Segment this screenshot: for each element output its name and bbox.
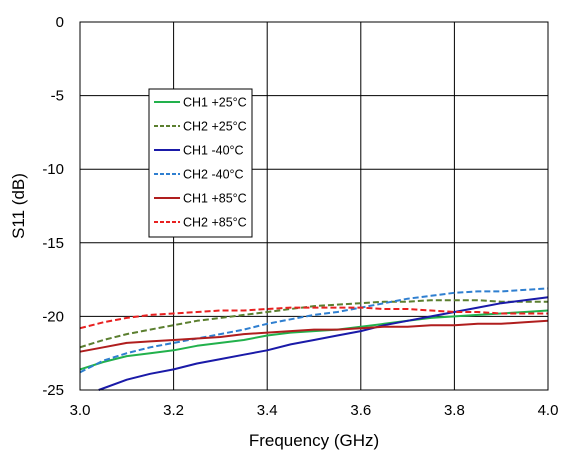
x-tick-label: 3.2 (163, 402, 184, 419)
series-line-1 (79, 299, 548, 349)
y-tick-labels: 0 -5 -10 -15 -20 -25 (42, 14, 64, 399)
legend-label-4: CH1 +85°C (183, 192, 247, 206)
series-line-5 (79, 306, 548, 330)
legend-box (148, 88, 253, 238)
series-line-2 (98, 296, 549, 391)
plot-border (79, 21, 549, 391)
x-axis-title: Frequency (GHz) (249, 431, 379, 450)
y-tick-label: -5 (51, 88, 64, 105)
series-group (79, 287, 549, 391)
legend-label-0: CH1 +25°C (183, 96, 247, 110)
x-tick-label: 3.8 (444, 402, 465, 419)
legend: CH1 +25°C CH2 +25°C CH1 -40°C CH2 -40°C CH1 … (148, 88, 253, 238)
legend-label-1: CH2 +25°C (183, 120, 247, 134)
legend-label-2: CH1 -40°C (183, 144, 244, 158)
y-tick-label: -15 (42, 235, 64, 252)
y-tick-label: -20 (42, 308, 64, 325)
y-axis-title: S11 (dB) (9, 173, 28, 239)
x-tick-label: 4.0 (538, 402, 559, 419)
x-tick-labels: 3.0 3.2 3.4 3.6 3.8 4.0 (70, 402, 559, 419)
y-tick-label: -10 (42, 161, 64, 178)
series-line-3 (79, 287, 549, 374)
series-line-0 (79, 309, 549, 371)
y-tick-label: -25 (42, 382, 64, 399)
x-tick-label: 3.4 (257, 402, 278, 419)
legend-label-3: CH2 -40°C (183, 168, 244, 182)
legend-label-5: CH2 +85°C (183, 216, 247, 230)
x-tick-label: 3.6 (350, 402, 371, 419)
x-tick-label: 3.0 (70, 402, 91, 419)
y-tick-label: 0 (56, 14, 64, 31)
series-line-4 (79, 319, 549, 353)
